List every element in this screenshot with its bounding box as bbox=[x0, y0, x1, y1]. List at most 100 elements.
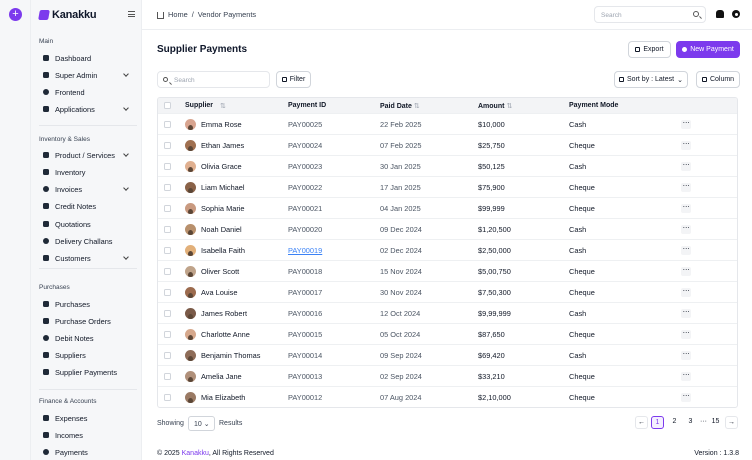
more-actions-icon[interactable]: ··· bbox=[681, 264, 691, 276]
row-checkbox[interactable] bbox=[164, 246, 171, 254]
chevron-down-icon[interactable] bbox=[123, 185, 129, 191]
page-button-1[interactable]: 1 bbox=[651, 416, 664, 429]
table-row[interactable]: James Robert PAY00016 12 Oct 2024 $9,99,999… bbox=[158, 302, 737, 323]
table-row[interactable]: Oliver Scott PAY00018 15 Nov 2024 $5,00,750… bbox=[158, 260, 737, 281]
row-checkbox[interactable] bbox=[164, 120, 171, 128]
add-icon[interactable]: + bbox=[9, 8, 22, 21]
more-actions-icon[interactable]: ··· bbox=[681, 369, 691, 381]
sidebar-item-frontend[interactable]: Frontend bbox=[43, 86, 135, 98]
sidebar-item-customers[interactable]: Customers bbox=[43, 252, 135, 264]
prev-page-button[interactable]: ← bbox=[635, 416, 648, 429]
chevron-down-icon[interactable] bbox=[123, 151, 129, 157]
header-payment-mode: Payment Mode bbox=[569, 102, 619, 109]
sidebar-item-product-services[interactable]: Product / Services bbox=[43, 149, 135, 161]
page-button-2[interactable]: 2 bbox=[672, 418, 677, 425]
sidebar-item-delivery-challans[interactable]: Delivery Challans bbox=[43, 235, 135, 247]
select-all-checkbox[interactable] bbox=[164, 102, 171, 109]
row-checkbox[interactable] bbox=[164, 183, 171, 191]
sidebar-item-super-admin[interactable]: Super Admin bbox=[43, 69, 135, 81]
table-row[interactable]: Ethan James PAY00024 07 Feb 2025 $25,750 Che… bbox=[158, 134, 737, 155]
gear-icon[interactable] bbox=[732, 10, 740, 18]
more-actions-icon[interactable]: ··· bbox=[681, 222, 691, 234]
header-supplier[interactable]: Supplier ⇅ bbox=[185, 102, 226, 110]
sidebar-item-suppliers[interactable]: Suppliers bbox=[43, 349, 135, 361]
sidebar-item-dashboard[interactable]: Dashboard bbox=[43, 52, 135, 64]
table-footer: Showing 10 ⌄ Results ← 1 2 3 ··· 15 → bbox=[157, 416, 738, 432]
new-payment-button[interactable]: New Payment bbox=[676, 41, 740, 58]
row-checkbox[interactable] bbox=[164, 162, 171, 170]
table-row[interactable]: Mia Elizabeth PAY00012 07 Aug 2024 $2,10,00… bbox=[158, 386, 737, 407]
sidebar-item-supplier-payments[interactable]: Supplier Payments bbox=[43, 366, 135, 378]
sidebar: Kanakku Main Dashboard Super Admin Frontend… bbox=[31, 0, 142, 460]
row-checkbox[interactable] bbox=[164, 330, 171, 338]
more-actions-icon[interactable]: ··· bbox=[681, 180, 691, 192]
menu-toggle-icon[interactable] bbox=[128, 11, 135, 17]
table-row[interactable]: Emma Rose PAY00025 22 Feb 2025 $10,000 Cash ·… bbox=[158, 113, 737, 134]
table-row[interactable]: Ava Louise PAY00017 30 Nov 2024 $7,50,300 Ch… bbox=[158, 281, 737, 302]
nav-item-icon bbox=[43, 186, 49, 192]
row-checkbox[interactable] bbox=[164, 351, 171, 359]
row-checkbox[interactable] bbox=[164, 225, 171, 233]
more-actions-icon[interactable]: ··· bbox=[681, 159, 691, 171]
row-checkbox[interactable] bbox=[164, 267, 171, 275]
copyright-suffix: , All Rights Reserved bbox=[208, 450, 274, 457]
row-checkbox[interactable] bbox=[164, 372, 171, 380]
sidebar-item-purchase-orders[interactable]: Purchase Orders bbox=[43, 315, 135, 327]
sort-dropdown[interactable]: Sort by : Latest ⌄ bbox=[614, 71, 688, 88]
sidebar-item-purchases[interactable]: Purchases bbox=[43, 298, 135, 310]
chevron-down-icon[interactable] bbox=[123, 105, 129, 111]
sidebar-item-inventory[interactable]: Inventory bbox=[43, 166, 135, 178]
table-search-input[interactable]: Search bbox=[157, 71, 270, 88]
row-checkbox[interactable] bbox=[164, 288, 171, 296]
payment-id[interactable]: PAY00019 bbox=[288, 245, 323, 255]
table-row[interactable]: Benjamin Thomas PAY00014 09 Sep 2024 $69,42… bbox=[158, 344, 737, 365]
brand-logo[interactable]: Kanakku bbox=[38, 9, 97, 21]
more-actions-icon[interactable]: ··· bbox=[681, 117, 691, 129]
sidebar-item-label: Quotations bbox=[55, 219, 91, 229]
sidebar-item-payments[interactable]: Payments bbox=[43, 446, 135, 458]
header-paid-date[interactable]: Paid Date ⇅ bbox=[380, 102, 420, 110]
amount: $2,10,000 bbox=[478, 392, 511, 402]
table-row[interactable]: Olivia Grace PAY00023 30 Jan 2025 $50,125 Ca… bbox=[158, 155, 737, 176]
breadcrumb-home[interactable]: Home bbox=[168, 10, 188, 19]
more-actions-icon[interactable]: ··· bbox=[681, 306, 691, 318]
row-checkbox[interactable] bbox=[164, 393, 171, 401]
sidebar-item-expenses[interactable]: Expenses bbox=[43, 412, 135, 424]
sidebar-item-credit-notes[interactable]: Credit Notes bbox=[43, 200, 135, 212]
table-row[interactable]: Amelia Jane PAY00013 02 Sep 2024 $33,210 Che… bbox=[158, 365, 737, 386]
export-button[interactable]: Export bbox=[628, 41, 671, 58]
row-checkbox[interactable] bbox=[164, 309, 171, 317]
table-row[interactable]: Sophia Marie PAY00021 04 Jan 2025 $99,999 Ch… bbox=[158, 197, 737, 218]
more-actions-icon[interactable]: ··· bbox=[681, 348, 691, 360]
table-row[interactable]: Liam Michael PAY00022 17 Jan 2025 $75,900 Ch… bbox=[158, 176, 737, 197]
row-checkbox[interactable] bbox=[164, 204, 171, 212]
sidebar-item-incomes[interactable]: Incomes bbox=[43, 429, 135, 441]
bell-icon[interactable] bbox=[716, 10, 724, 18]
column-button[interactable]: Column bbox=[696, 71, 740, 88]
table-row[interactable]: Noah Daniel PAY00020 09 Dec 2024 $1,20,500 C… bbox=[158, 218, 737, 239]
more-actions-icon[interactable]: ··· bbox=[681, 201, 691, 213]
next-page-button[interactable]: → bbox=[725, 416, 738, 429]
table-row[interactable]: Charlotte Anne PAY00015 05 Oct 2024 $87,650… bbox=[158, 323, 737, 344]
page-button-15[interactable]: 15 bbox=[711, 418, 720, 425]
more-actions-icon[interactable]: ··· bbox=[681, 138, 691, 150]
global-search-input[interactable]: Search bbox=[594, 6, 706, 23]
chevron-down-icon[interactable] bbox=[123, 254, 129, 260]
more-actions-icon[interactable]: ··· bbox=[681, 285, 691, 297]
more-actions-icon[interactable]: ··· bbox=[681, 327, 691, 339]
copyright-brand-link[interactable]: Kanakku bbox=[181, 450, 209, 457]
sidebar-item-debit-notes[interactable]: Debit Notes bbox=[43, 332, 135, 344]
header-amount[interactable]: Amount ⇅ bbox=[478, 102, 512, 110]
chevron-down-icon[interactable] bbox=[123, 71, 129, 77]
page-button-3[interactable]: 3 bbox=[688, 418, 693, 425]
sidebar-item-invoices[interactable]: Invoices bbox=[43, 183, 135, 195]
search-icon bbox=[163, 77, 168, 82]
more-actions-icon[interactable]: ··· bbox=[681, 243, 691, 255]
more-actions-icon[interactable]: ··· bbox=[681, 390, 691, 402]
page-size-select[interactable]: 10 ⌄ bbox=[188, 416, 215, 431]
sidebar-item-quotations[interactable]: Quotations bbox=[43, 218, 135, 230]
filter-button[interactable]: Filter bbox=[276, 71, 311, 88]
row-checkbox[interactable] bbox=[164, 141, 171, 149]
table-row[interactable]: Isabella Faith PAY00019 02 Dec 2024 $2,50,0… bbox=[158, 239, 737, 260]
sidebar-item-applications[interactable]: Applications bbox=[43, 103, 135, 115]
